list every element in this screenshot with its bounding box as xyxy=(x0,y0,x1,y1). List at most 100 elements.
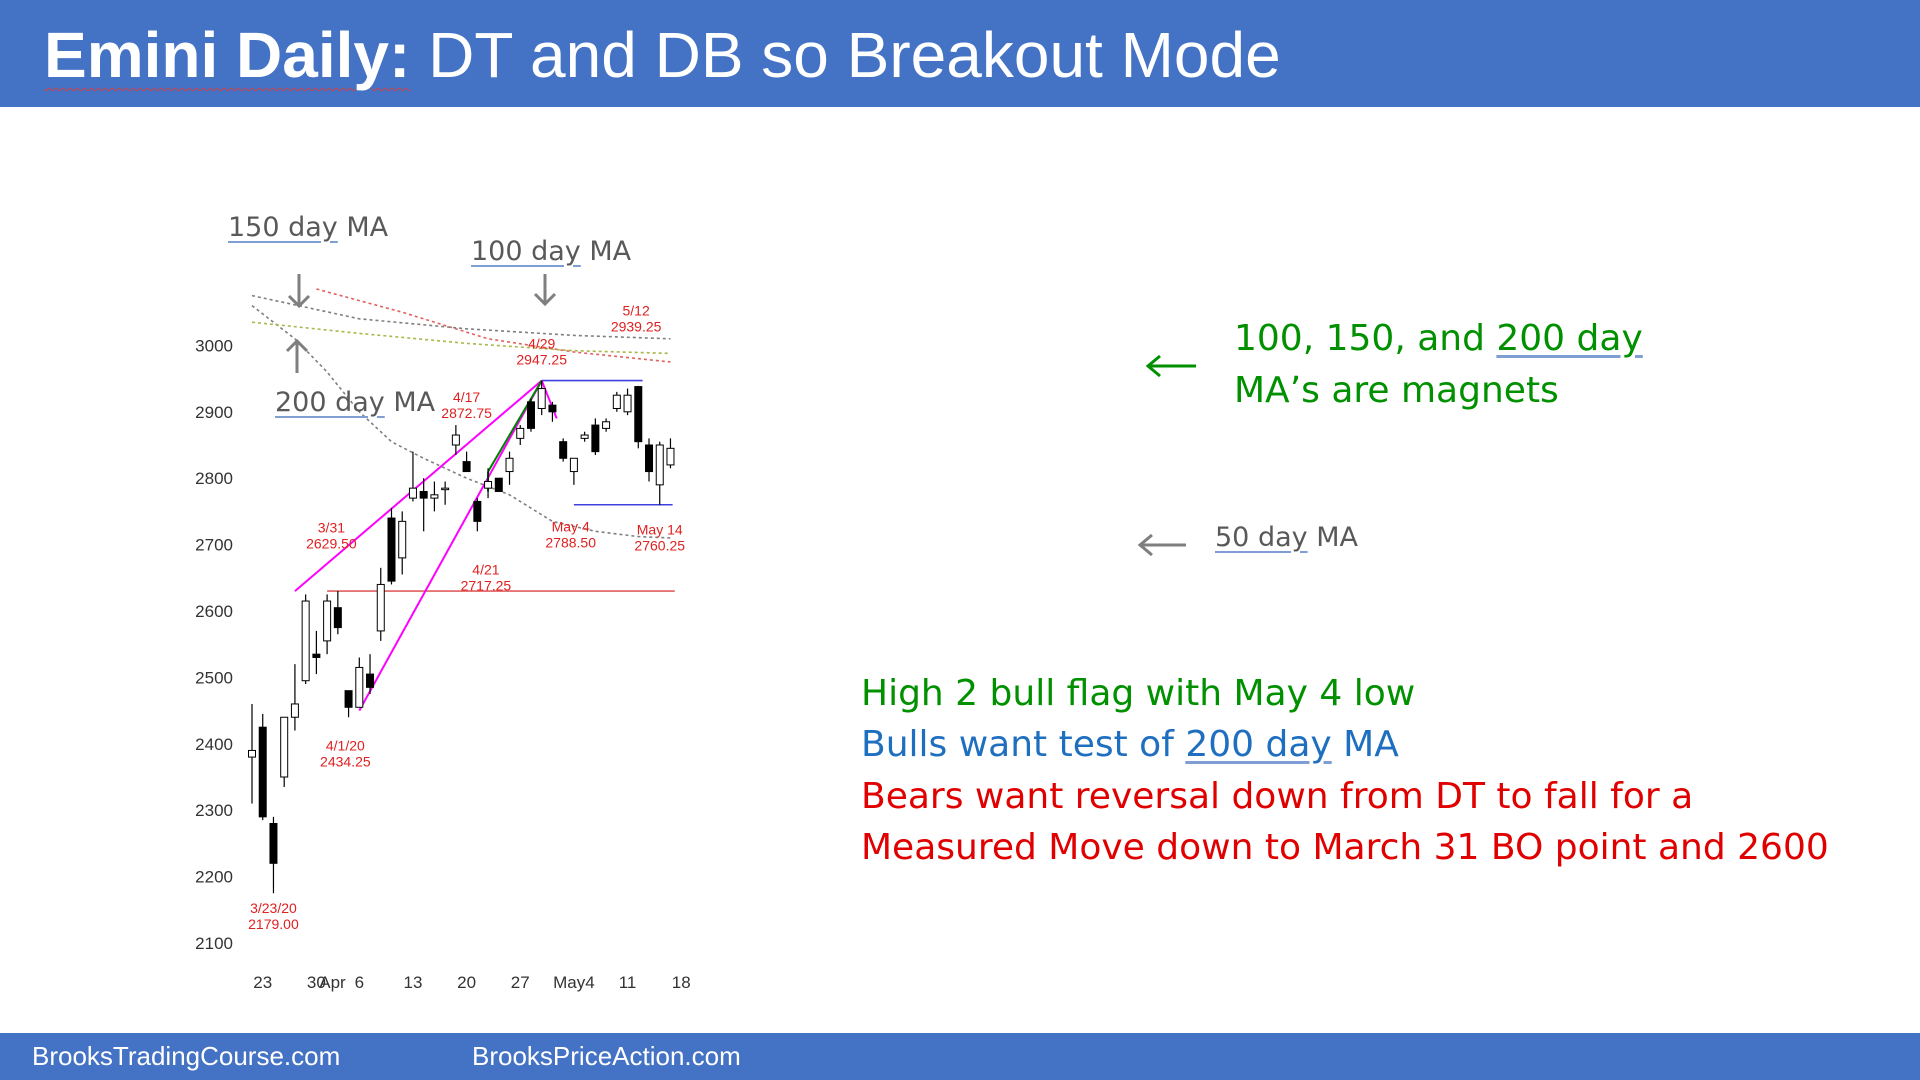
note-bulls-want: Bulls want test of 200 day MA xyxy=(861,724,1399,765)
price-label-value: 2939.25 xyxy=(611,319,662,335)
y-tick-label: 2100 xyxy=(195,934,233,953)
candle xyxy=(419,478,428,532)
candle xyxy=(323,594,332,655)
moving-average-line xyxy=(251,304,671,539)
arrow-magnets-head xyxy=(1145,354,1161,378)
candle xyxy=(591,418,600,455)
candle-body xyxy=(398,520,407,559)
candle xyxy=(290,664,299,731)
title-bold: Emini Daily: xyxy=(44,19,411,91)
candle-body xyxy=(494,477,503,492)
candle-body xyxy=(548,404,557,413)
y-tick-label: 2900 xyxy=(195,403,233,422)
candle xyxy=(301,594,310,685)
price-label-value: 2872.75 xyxy=(441,405,492,421)
price-label-date: 5/12 xyxy=(623,303,650,319)
candle-body xyxy=(537,388,546,409)
arrow-100-head xyxy=(533,292,557,307)
y-tick-label: 3000 xyxy=(195,336,233,355)
footer-link-brookspriceaction[interactable]: BrooksPriceAction.com xyxy=(472,1041,741,1071)
candle xyxy=(505,451,514,485)
x-tick-label: 13 xyxy=(403,973,422,992)
candle xyxy=(333,591,342,635)
price-label-value: 2760.25 xyxy=(634,538,685,554)
y-axis-ticks: 3000 2900 2800 2700 2600 2500 2400 2300 2200 2100 xyxy=(195,336,233,953)
level-lines xyxy=(327,379,675,592)
candle xyxy=(376,567,385,641)
candle-body xyxy=(312,653,321,658)
price-label-value: 2717.25 xyxy=(461,577,512,593)
candle xyxy=(516,425,525,445)
candle-body xyxy=(366,673,375,688)
candle xyxy=(559,438,568,462)
price-label-value: 2179.00 xyxy=(248,916,299,932)
footer-link-brookstradingcourse[interactable]: BrooksTradingCourse.com xyxy=(32,1041,341,1071)
y-tick-label: 2600 xyxy=(195,602,233,621)
ma150-label: 150 day MA xyxy=(228,212,389,243)
price-label-date: 4/29 xyxy=(528,336,555,352)
candle xyxy=(473,498,482,532)
candle-body xyxy=(376,583,385,632)
y-tick-label: 2700 xyxy=(195,536,233,555)
candle xyxy=(269,816,278,894)
candle-body xyxy=(623,394,632,413)
candle xyxy=(387,508,396,585)
candle xyxy=(623,388,632,416)
candle xyxy=(258,713,267,821)
price-label-date: May 14 xyxy=(637,522,683,538)
trend-line xyxy=(294,379,543,592)
candle xyxy=(398,511,407,575)
candle-body xyxy=(323,600,332,642)
price-label-value: 2947.25 xyxy=(516,352,567,368)
candle xyxy=(462,451,471,473)
candle-body xyxy=(484,481,493,489)
candle-body xyxy=(526,401,535,429)
y-tick-label: 2500 xyxy=(195,668,233,687)
y-tick-label: 2300 xyxy=(195,801,233,820)
candle-body xyxy=(473,500,482,522)
candle-body xyxy=(645,444,654,473)
candle-body xyxy=(602,421,611,429)
magnets-note-line2: MA’s are magnets xyxy=(1234,370,1559,411)
candle-body xyxy=(591,424,600,453)
candle-body xyxy=(408,487,417,499)
candle xyxy=(451,425,460,455)
candle-body xyxy=(612,394,621,409)
candle xyxy=(645,438,654,482)
candle xyxy=(655,441,664,505)
candle-body xyxy=(516,427,525,439)
candle xyxy=(548,401,557,422)
price-label-date: 4/21 xyxy=(472,561,499,577)
moving-average-lines xyxy=(251,288,671,539)
arrow-150-head xyxy=(287,294,311,309)
trend-line xyxy=(358,380,543,712)
x-tick-label: 27 xyxy=(511,973,530,992)
candle xyxy=(280,716,289,787)
candle-body xyxy=(387,517,396,582)
ma50-label: 50 day MA xyxy=(1215,522,1358,553)
candle xyxy=(537,380,546,416)
candle-body xyxy=(634,386,643,443)
candle xyxy=(441,481,450,505)
candle xyxy=(344,690,353,718)
candlestick-chart: 3000 2900 2800 2700 2600 2500 2400 2300 2200 2100… xyxy=(195,274,1196,992)
y-tick-label: 2400 xyxy=(195,735,233,754)
y-tick-label: 2200 xyxy=(195,868,233,887)
candle-body xyxy=(269,822,278,864)
price-label-date: May 4 xyxy=(552,518,590,534)
candle-body xyxy=(451,434,460,446)
candle-body xyxy=(655,444,664,486)
moving-average-line xyxy=(251,321,671,355)
candles xyxy=(248,380,675,894)
candle xyxy=(430,481,439,512)
price-label-date: 3/23/20 xyxy=(250,900,297,916)
candle xyxy=(494,477,503,492)
header-bar xyxy=(0,0,1920,107)
candle xyxy=(408,451,417,502)
note-measured-move: Measured Move down to March 31 BO point … xyxy=(861,827,1829,868)
candle xyxy=(484,468,493,499)
candle xyxy=(666,438,675,469)
candle-body xyxy=(344,690,353,708)
